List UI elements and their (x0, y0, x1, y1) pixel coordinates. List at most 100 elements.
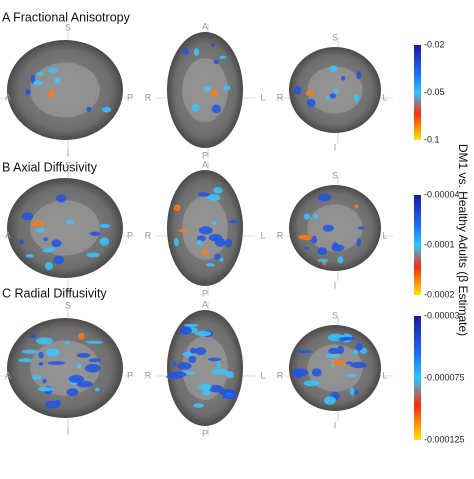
effect-cluster (209, 384, 224, 393)
effect-cluster (306, 98, 316, 108)
effect-cluster (47, 361, 66, 365)
orientation-label: S (65, 22, 71, 32)
effect-cluster (76, 363, 82, 369)
effect-cluster (194, 330, 212, 337)
orientation-label: P (202, 288, 208, 298)
brain-view (155, 162, 255, 296)
orientation-label: S (65, 160, 71, 170)
effect-cluster (317, 258, 329, 262)
orientation-label: A (202, 21, 208, 31)
colorbar-tick-label: -0.02 (424, 39, 445, 49)
effect-cluster (32, 375, 42, 380)
effect-cluster (296, 375, 302, 379)
effect-cluster (43, 237, 48, 242)
effect-cluster (38, 351, 44, 359)
effect-cluster (214, 253, 221, 260)
effect-cluster (211, 43, 216, 48)
effect-cluster (191, 104, 200, 112)
effect-cluster (222, 393, 238, 400)
orientation-label: R (145, 92, 152, 102)
effect-cluster (35, 227, 45, 233)
effect-cluster (201, 249, 209, 255)
effect-cluster (207, 193, 221, 201)
effect-cluster (178, 228, 189, 233)
effect-cluster (195, 347, 207, 356)
effect-cluster (85, 340, 104, 344)
orientation-label: P (202, 150, 208, 160)
effect-cluster (176, 362, 192, 370)
effect-cluster (33, 80, 43, 86)
effect-cluster (301, 234, 314, 241)
effect-cluster (172, 361, 177, 367)
effect-cluster (198, 383, 212, 391)
effect-cluster (168, 371, 187, 378)
effect-cluster (45, 247, 56, 252)
effect-cluster (329, 93, 337, 99)
orientation-label: I (67, 286, 70, 296)
effect-cluster (356, 237, 361, 247)
effect-cluster (84, 363, 101, 373)
effect-cluster (76, 381, 94, 388)
orientation-label: A (5, 230, 11, 240)
colorbar (414, 195, 421, 295)
effect-cluster (219, 257, 224, 263)
effect-cluster (226, 371, 234, 379)
orientation-label: R (145, 230, 152, 240)
effect-cluster (317, 193, 332, 202)
effect-cluster (64, 341, 71, 345)
effect-cluster (42, 379, 47, 384)
colorbar-axis-label: DM1 vs. Healthy Adults (β Estimate) (456, 144, 470, 336)
brain-view (277, 39, 393, 143)
effect-cluster (353, 94, 360, 103)
effect-cluster (88, 358, 102, 363)
colorbar-tick-label: -0.00004 (424, 189, 460, 199)
effect-cluster (345, 361, 353, 365)
effect-cluster (77, 332, 85, 340)
effect-cluster (197, 192, 210, 197)
colorbar-tick-label: -0.0001 (424, 239, 455, 249)
effect-cluster (47, 67, 58, 73)
effect-cluster (66, 219, 74, 225)
effect-cluster (54, 76, 61, 84)
effect-cluster (21, 349, 39, 354)
orientation-label: P (127, 92, 133, 102)
orientation-label: L (260, 370, 265, 380)
effect-cluster (36, 71, 45, 76)
effect-cluster (19, 239, 24, 245)
effect-cluster (324, 396, 336, 405)
effect-cluster (94, 387, 100, 392)
colorbar-tick-label: -0.000075 (424, 372, 465, 382)
effect-cluster (322, 224, 334, 232)
orientation-label: R (277, 370, 284, 380)
effect-cluster (213, 59, 220, 65)
orientation-label: I (334, 142, 337, 152)
effect-cluster (179, 326, 192, 335)
effect-cluster (350, 361, 367, 369)
effect-cluster (296, 349, 312, 354)
white-matter (307, 344, 363, 392)
effect-cluster (330, 360, 348, 366)
orientation-label: L (382, 370, 387, 380)
effect-cluster (356, 71, 361, 80)
orientation-label: I (334, 420, 337, 430)
orientation-label: P (127, 230, 133, 240)
effect-cluster (76, 352, 91, 358)
effect-cluster (211, 104, 221, 114)
effect-cluster (322, 260, 327, 266)
colorbar-tick-label: -0.0002 (424, 289, 455, 299)
effect-cluster (99, 223, 111, 228)
effect-cluster (332, 242, 339, 250)
effect-cluster (18, 358, 33, 363)
effect-cluster (193, 48, 200, 57)
orientation-label: I (334, 280, 337, 290)
effect-cluster (66, 388, 79, 397)
effect-cluster (25, 89, 31, 95)
effect-cluster (99, 237, 110, 246)
brain-view (0, 170, 135, 288)
effect-cluster (30, 74, 36, 84)
orientation-label: S (65, 300, 71, 310)
brain-view (155, 24, 255, 158)
orientation-label: R (277, 92, 284, 102)
panel-title: A Fractional Anisotropy (2, 10, 131, 24)
effect-cluster (352, 349, 359, 355)
